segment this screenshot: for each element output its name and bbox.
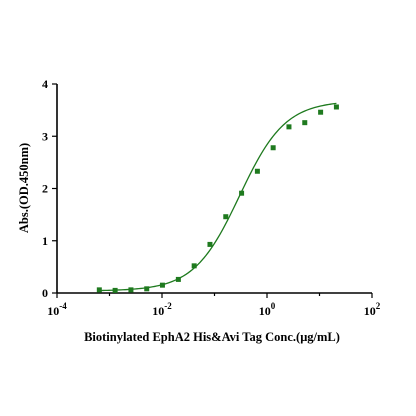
y-ticks: 0 1 2 3 4 bbox=[42, 77, 57, 300]
data-point bbox=[223, 214, 229, 220]
y-tick-label: 2 bbox=[42, 182, 48, 196]
data-point bbox=[175, 276, 181, 282]
x-tick-label: 10-4 bbox=[47, 301, 67, 318]
data-point bbox=[239, 190, 245, 196]
x-tick-label: 10-2 bbox=[152, 301, 172, 318]
data-point bbox=[318, 109, 324, 115]
fit-curve bbox=[99, 102, 337, 292]
y-tick-label: 0 bbox=[42, 286, 48, 300]
data-point bbox=[207, 241, 213, 247]
data-point bbox=[286, 124, 292, 130]
x-tick-label: 100 bbox=[259, 301, 276, 318]
data-points bbox=[96, 104, 339, 293]
data-point bbox=[112, 287, 118, 293]
y-tick-label: 3 bbox=[42, 129, 48, 143]
data-point bbox=[254, 168, 260, 174]
y-tick-label: 4 bbox=[42, 77, 48, 91]
x-tick-label: 102 bbox=[364, 301, 381, 318]
y-axis-title: Abs.(OD.450nm) bbox=[17, 143, 31, 233]
data-point bbox=[333, 104, 339, 110]
x-axis-title: Biotinylated EphA2 His&Avi Tag Conc.(μg/… bbox=[84, 330, 340, 344]
data-point bbox=[96, 287, 102, 293]
data-point bbox=[159, 282, 165, 288]
plot-area bbox=[56, 84, 372, 294]
data-point bbox=[191, 263, 197, 269]
data-point bbox=[302, 120, 308, 126]
data-point bbox=[270, 145, 276, 151]
x-ticks: 10-4 10-2 100 102 bbox=[47, 293, 381, 318]
data-point bbox=[128, 287, 134, 293]
y-tick-label: 1 bbox=[42, 234, 48, 248]
data-point bbox=[144, 286, 150, 292]
